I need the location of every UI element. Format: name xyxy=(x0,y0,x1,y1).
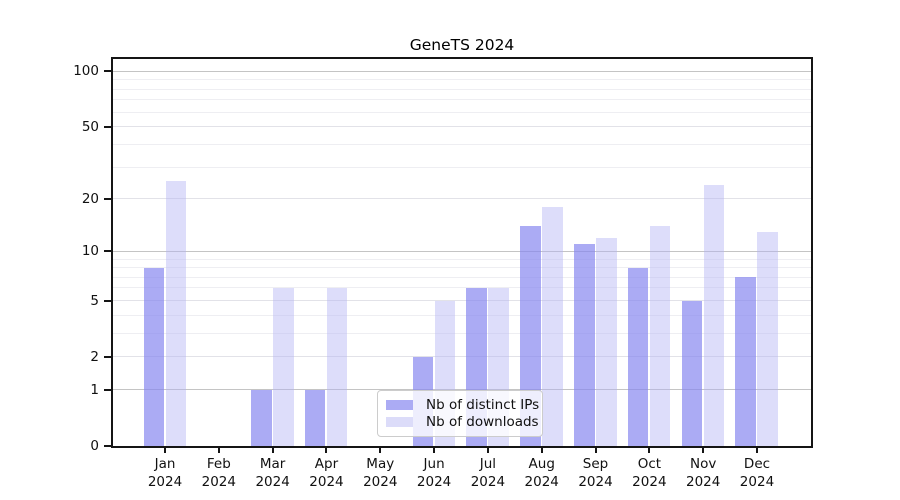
x-tick-label-apr: Apr 2024 xyxy=(309,456,344,490)
gridline-y-10 xyxy=(113,250,811,252)
y-tick-label-20: 20 xyxy=(81,190,99,207)
x-tick-nov xyxy=(702,446,705,453)
bar-downloads-apr xyxy=(326,288,348,446)
x-tick-feb xyxy=(217,446,220,453)
gridline-y-2 xyxy=(113,356,811,358)
legend-swatch-distinct-ips xyxy=(386,400,413,411)
x-tick-apr xyxy=(325,446,328,453)
bar-downloads-dec xyxy=(757,231,778,446)
bar-distinct-ips-nov xyxy=(681,300,703,446)
bar-downloads-mar xyxy=(273,288,294,446)
gridline-y-8 xyxy=(113,267,811,269)
x-tick-label-jun: Jun 2024 xyxy=(416,456,452,490)
y-tick-label-100: 100 xyxy=(73,63,99,80)
y-tick-label-5: 5 xyxy=(90,292,99,309)
x-tick-jan xyxy=(164,446,166,453)
bar-distinct-ips-jan xyxy=(143,267,164,446)
gridline-y-4 xyxy=(113,314,811,316)
bar-distinct-ips-apr xyxy=(304,389,326,446)
x-tick-mar xyxy=(271,446,274,453)
x-tick-label-nov: Nov 2024 xyxy=(685,456,721,490)
bar-downloads-nov xyxy=(703,184,725,446)
bar-downloads-sep xyxy=(596,237,617,446)
gridline-y-20 xyxy=(113,198,811,200)
x-tick-label-sep: Sep 2024 xyxy=(578,456,613,490)
x-tick-sep xyxy=(594,446,597,453)
gridline-y-1 xyxy=(113,389,811,391)
chart-title: GeneTS 2024 xyxy=(409,36,515,54)
gridline-y-6 xyxy=(113,287,811,289)
gridline-y-90 xyxy=(113,79,811,81)
x-tick-label-oct: Oct 2024 xyxy=(632,456,667,490)
y-tick-1 xyxy=(104,388,111,391)
x-tick-jun xyxy=(433,446,436,453)
x-tick-label-mar: Mar 2024 xyxy=(255,456,290,490)
x-tick-label-jul: Jul 2024 xyxy=(470,456,506,490)
y-tick-10 xyxy=(104,250,111,253)
x-tick-dec xyxy=(755,446,758,453)
plot-inner: 0 1 2 5 10 20 50 100 Jan 2024 Feb 2024 Mar 2024 Apr 202… xyxy=(73,59,811,490)
legend-item-distinct-ips: Nb of distinct IPs xyxy=(386,397,539,414)
gridline-y-40 xyxy=(113,143,811,145)
y-tick-label-0: 0 xyxy=(90,438,99,454)
x-tick-jul xyxy=(486,446,489,453)
x-tick-label-aug: Aug 2024 xyxy=(524,456,559,490)
y-tick-100 xyxy=(104,70,111,73)
x-tick-may xyxy=(379,446,382,453)
bar-distinct-ips-mar xyxy=(251,389,272,446)
gridline-y-5 xyxy=(113,300,811,301)
gridline-y-80 xyxy=(113,88,811,90)
x-tick-label-dec: Dec 2024 xyxy=(739,456,775,490)
legend-swatch-downloads xyxy=(386,416,413,427)
legend-label-downloads: Nb of downloads xyxy=(426,413,539,430)
y-tick-label-1: 1 xyxy=(90,381,99,398)
gridline-y-100 xyxy=(113,70,811,72)
gridline-y-50 xyxy=(113,126,811,128)
gridline-y-30 xyxy=(113,166,811,168)
legend: Nb of distinct IPs Nb of downloads xyxy=(377,390,543,437)
gridline-y-9 xyxy=(113,258,811,260)
gridline-y-7 xyxy=(113,276,811,278)
y-tick-20 xyxy=(104,197,111,200)
y-tick-0 xyxy=(104,445,111,447)
y-tick-2 xyxy=(104,355,111,358)
bar-downloads-aug xyxy=(542,206,563,446)
plot-area: 0 1 2 5 10 20 50 100 Jan 2024 Feb 2024 Mar 2024 Apr 202… xyxy=(73,57,813,490)
x-tick-label-feb: Feb 2024 xyxy=(201,456,236,490)
bar-downloads-jan xyxy=(165,181,186,446)
gridline-y-3 xyxy=(113,332,811,334)
y-tick-label-10: 10 xyxy=(81,243,99,260)
bar-downloads-oct xyxy=(649,226,671,446)
gridline-y-70 xyxy=(113,99,811,101)
bar-distinct-ips-oct xyxy=(627,267,649,446)
bar-distinct-ips-dec xyxy=(735,277,756,446)
y-tick-label-2: 2 xyxy=(90,348,99,365)
x-tick-aug xyxy=(540,446,543,453)
gridline-y-60 xyxy=(113,111,811,113)
y-tick-5 xyxy=(104,299,111,302)
y-tick-50 xyxy=(104,125,111,128)
bar-distinct-ips-sep xyxy=(574,244,595,446)
legend-item-downloads: Nb of downloads xyxy=(386,414,539,431)
x-tick-label-jan: Jan 2024 xyxy=(147,456,183,490)
y-tick-label-50: 50 xyxy=(81,118,99,135)
x-tick-label-may: May 2024 xyxy=(363,456,398,490)
x-tick-oct xyxy=(648,446,651,453)
legend-label-distinct-ips: Nb of distinct IPs xyxy=(426,397,540,414)
